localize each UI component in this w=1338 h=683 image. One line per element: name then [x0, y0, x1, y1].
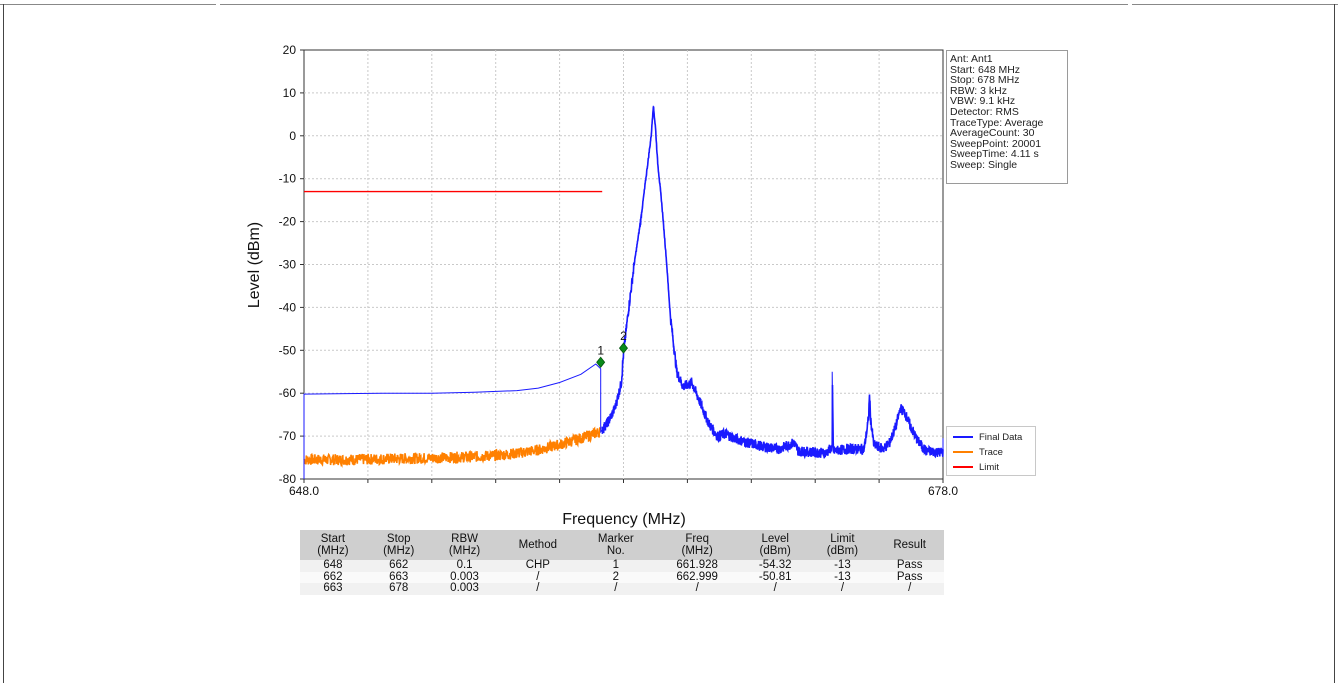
table-row: 648 662 0.1 CHP 1 661.928 -54.32 -13 Pas…: [300, 559, 944, 572]
column-header-method: Method: [497, 530, 579, 560]
y-tick-label: -30: [279, 258, 297, 272]
info-line: SweepPoint: 20001: [950, 137, 1042, 150]
table-cell: Pass: [875, 571, 944, 583]
info-line: Ant: Ant1: [950, 53, 993, 65]
table-cell: 0.1: [431, 559, 498, 572]
page-frame-top: [0, 4, 1338, 5]
table-cell: 662.999: [653, 571, 741, 583]
table-cell: 0.003: [431, 571, 498, 583]
legend-item-trace: Trace: [953, 445, 1003, 459]
table-cell: Pass: [875, 559, 944, 572]
table-cell: 661.928: [653, 559, 741, 572]
y-tick-label: -20: [279, 215, 297, 229]
legend-label: Final Data: [979, 431, 1023, 443]
info-line: Detector: RMS: [950, 105, 1019, 118]
column-header-stop: Stop (MHz): [365, 530, 432, 560]
table-cell: /: [740, 582, 810, 595]
table-cell: /: [809, 582, 876, 595]
column-header-level: Level (dBm): [740, 530, 810, 560]
table-cell: 648: [300, 559, 366, 572]
y-tick-label: -60: [279, 386, 297, 400]
x-axis-label: Frequency (MHz): [562, 511, 686, 528]
legend-swatch: [953, 451, 973, 453]
column-header-marker: Marker No.: [578, 530, 654, 560]
legend-item-final-data: Final Data: [953, 430, 1022, 444]
series-trace: [303, 426, 601, 468]
table-cell: -50.81: [740, 571, 810, 583]
table-cell: CHP: [497, 559, 579, 572]
y-tick-label: -10: [279, 172, 297, 186]
legend-label: Trace: [979, 446, 1003, 458]
legend-swatch: [953, 436, 973, 438]
y-tick-label: -50: [279, 343, 297, 357]
table-cell: -13: [809, 571, 876, 583]
table-cell: /: [497, 582, 579, 595]
measurement-info-box: Ant: Ant1 Start: 648 MHz Stop: 678 MHz R…: [946, 50, 1068, 184]
table-cell: /: [497, 571, 579, 583]
y-tick-label: 20: [283, 43, 297, 57]
column-header-rbw: RBW (MHz): [431, 530, 498, 560]
info-line: TraceType: Average: [950, 116, 1044, 129]
y-tick-label: 10: [283, 86, 297, 100]
info-line: SweepTime: 4.11 s: [950, 148, 1039, 161]
table-cell: 663: [365, 571, 432, 583]
y-tick-label: -80: [279, 472, 297, 486]
table-cell: -54.32: [740, 559, 810, 572]
marker-label: 1: [597, 343, 604, 357]
page-frame-left: [3, 4, 4, 683]
page-frame-right: [1334, 4, 1335, 683]
table-cell: 1: [578, 559, 654, 572]
table-row: 663 678 0.003 / / / / / /: [300, 582, 944, 595]
column-header-start: Start (MHz): [300, 530, 366, 560]
table-cell: 0.003: [431, 582, 498, 595]
legend-item-limit: Limit: [953, 460, 999, 474]
table-cell: 2: [578, 571, 654, 583]
y-tick-label: 0: [289, 129, 296, 143]
table-row: 662 663 0.003 / 2 662.999 -50.81 -13 Pas…: [300, 571, 944, 583]
legend-label: Limit: [979, 461, 1000, 473]
marker-point: [596, 356, 606, 368]
frame-gap: [216, 2, 220, 6]
table-cell: /: [653, 582, 741, 595]
result-table: Start (MHz) Stop (MHz) RBW (MHz) Method Mar…: [300, 530, 944, 595]
column-header-freq: Freq (MHz): [653, 530, 741, 560]
info-line: RBW: 3 kHz: [950, 84, 1007, 97]
marker-label: 2: [620, 329, 627, 343]
info-line: VBW: 9.1 kHz: [950, 95, 1016, 108]
frame-gap: [1128, 2, 1132, 6]
result-table-header: Start (MHz) Stop (MHz) RBW (MHz) Method Mar…: [300, 530, 944, 560]
info-line: Sweep: Single: [950, 158, 1018, 171]
grid: [303, 49, 944, 480]
table-cell: 662: [300, 571, 366, 583]
table-cell: /: [875, 582, 944, 595]
legend-swatch: [953, 466, 973, 468]
info-line: Stop: 678 MHz: [950, 74, 1020, 87]
table-cell: 663: [300, 582, 366, 595]
markers: 12: [596, 329, 628, 368]
y-tick-label: -70: [279, 429, 297, 443]
x-tick-label: 648.0: [289, 484, 319, 498]
chart-legend: Final Data Trace Limit: [946, 426, 1036, 476]
info-line: Start: 648 MHz: [950, 63, 1021, 76]
info-line: AverageCount: 30: [950, 127, 1035, 140]
column-header-limit: Limit (dBm): [809, 530, 876, 560]
marker-point: [618, 342, 628, 354]
series-final-data-noise: [601, 106, 944, 460]
table-cell: /: [578, 582, 654, 595]
table-cell: -13: [809, 559, 876, 572]
x-tick-label: 678.0: [928, 484, 958, 498]
column-header-result: Result: [875, 530, 944, 560]
y-tick-label: -40: [279, 300, 297, 314]
series: [303, 105, 944, 479]
table-cell: 678: [365, 582, 432, 595]
y-axis-label: Level (dBm): [246, 222, 263, 308]
table-cell: 662: [365, 559, 432, 572]
